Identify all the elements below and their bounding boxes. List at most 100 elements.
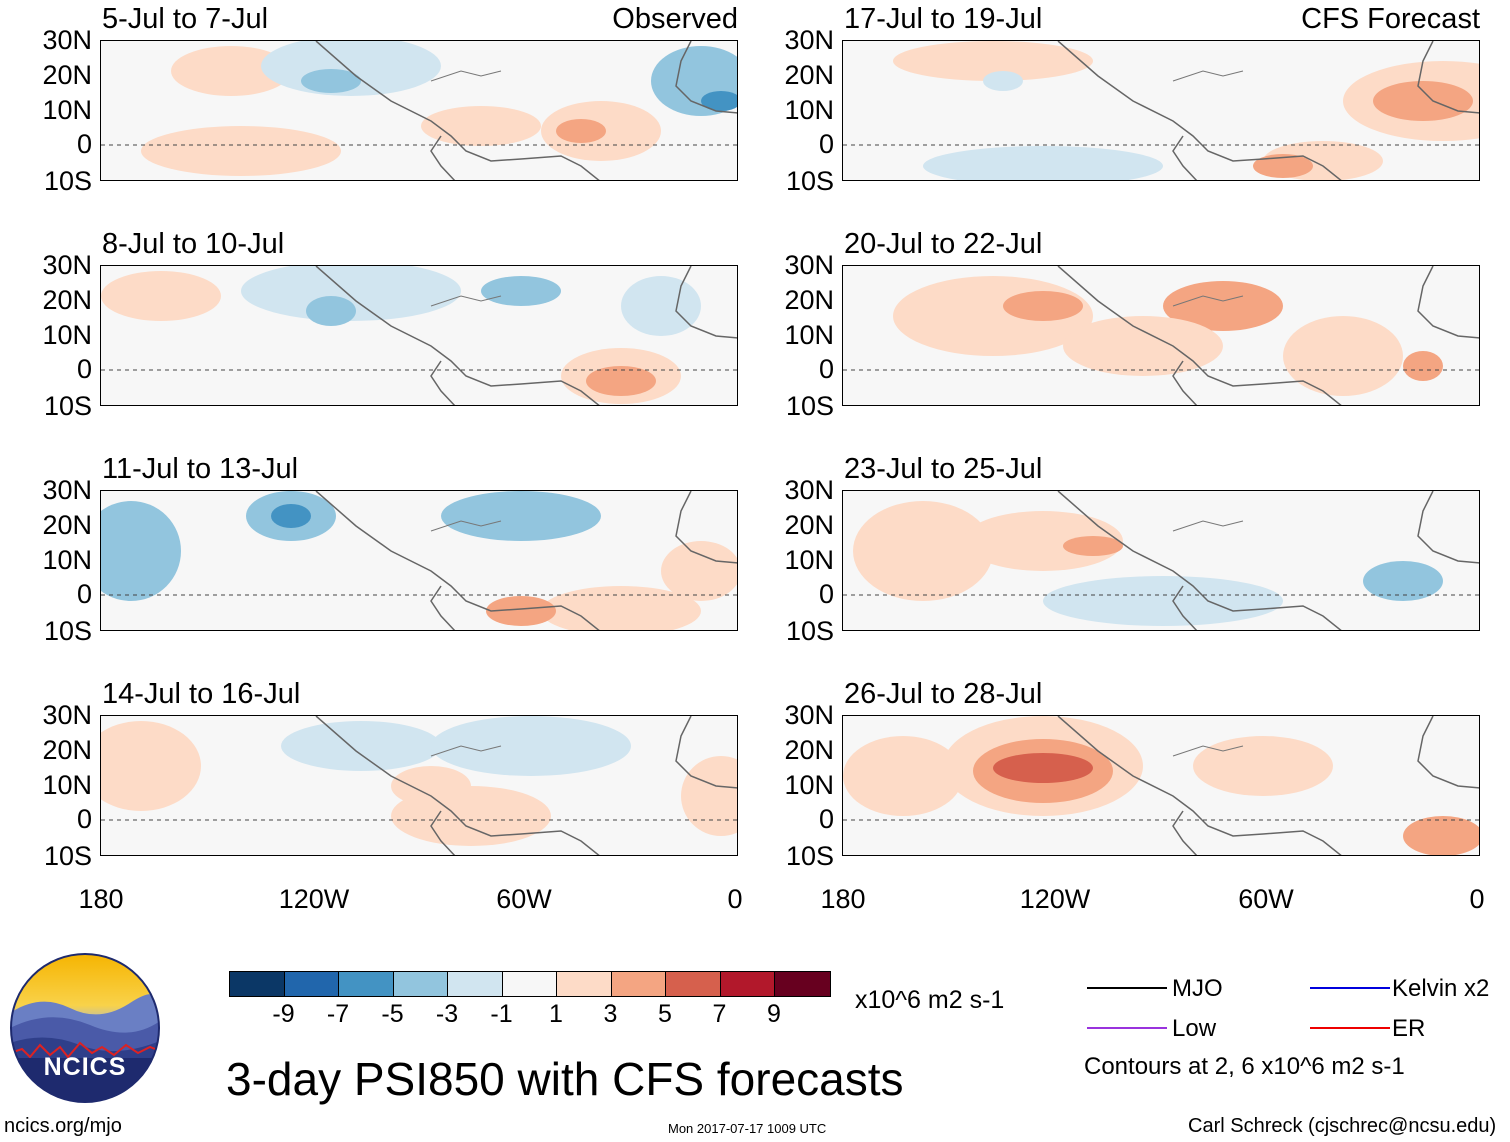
coastline: [1172, 810, 1198, 855]
map-field: [100, 490, 738, 631]
lat-label: 20N: [42, 735, 92, 765]
lat-label: 0: [818, 579, 834, 609]
anomaly-shade: [271, 504, 311, 528]
coastline: [1417, 716, 1479, 789]
coastline: [430, 810, 456, 855]
lat-label: 0: [818, 129, 834, 159]
coastline: [1172, 360, 1198, 405]
colorbar-tick-label: 3: [603, 1000, 618, 1028]
lat-label: 20N: [42, 60, 92, 90]
anomaly-shade: [171, 46, 291, 96]
anomaly-shade: [241, 266, 461, 321]
lat-label: 10N: [784, 545, 834, 575]
anomaly-shade: [993, 753, 1093, 783]
lat-label: 10S: [785, 616, 834, 646]
coastline: [1172, 585, 1198, 630]
coastline: [1057, 491, 1342, 630]
legend-line-mjo: [1087, 987, 1167, 989]
lat-label: 20N: [784, 60, 834, 90]
legend-label-mjo: MJO: [1172, 975, 1223, 1002]
lat-label: 10N: [784, 95, 834, 125]
lat-label: 10N: [42, 545, 92, 575]
colorbar: [229, 971, 831, 997]
ncics-logo: NCICS: [10, 953, 160, 1103]
lat-label: 20N: [784, 735, 834, 765]
lon-label-180: 180: [78, 884, 124, 914]
anomaly-shade: [1003, 291, 1083, 321]
colorbar-swatch: [393, 972, 448, 996]
coastline: [430, 70, 502, 82]
anomaly-shade: [1043, 576, 1283, 626]
anomaly-shade: [281, 721, 441, 771]
panel-title: 26-Jul to 28-Jul: [844, 678, 1043, 710]
map-field: [842, 40, 1480, 181]
map-field: [100, 40, 738, 181]
lat-label: 30N: [784, 250, 834, 280]
coastline: [430, 520, 502, 532]
anomaly-shade: [1283, 316, 1403, 396]
anomaly-shade: [586, 366, 656, 396]
coastline: [315, 491, 600, 630]
anomaly-shade: [486, 596, 556, 626]
colorbar-swatch: [666, 972, 721, 996]
colorbar-swatch: [557, 972, 612, 996]
coastline: [1417, 266, 1479, 339]
lat-label: 30N: [42, 700, 92, 730]
panel-title: 20-Jul to 22-Jul: [844, 228, 1043, 260]
lat-label: 10N: [784, 770, 834, 800]
footer-timestamp: Mon 2017-07-17 1009 UTC: [668, 1121, 827, 1136]
anomaly-shade: [391, 786, 551, 846]
lon-label-60w: 60W: [1238, 884, 1294, 914]
coastline: [315, 266, 600, 405]
coastline: [1172, 745, 1244, 757]
anomaly-shade: [843, 736, 963, 816]
anomaly-shade: [1253, 154, 1313, 178]
footer-url: ncics.org/mjo: [4, 1115, 122, 1137]
map-field: [100, 265, 738, 406]
anomaly-shade: [556, 119, 606, 143]
anomaly-shade: [1193, 736, 1333, 796]
lon-label-120w: 120W: [278, 884, 350, 914]
panel-title: 23-Jul to 25-Jul: [844, 453, 1043, 485]
coastline: [430, 745, 502, 757]
coastline: [1172, 295, 1244, 307]
coastline: [430, 360, 456, 405]
anomaly-shade: [1403, 351, 1443, 381]
anomaly-shade: [1363, 561, 1443, 601]
lat-label: 20N: [784, 285, 834, 315]
coastline: [1057, 266, 1342, 405]
footer-author: Carl Schreck (cjschrec@ncsu.edu): [1188, 1115, 1497, 1137]
coastline: [675, 266, 737, 339]
anomaly-shade: [923, 146, 1163, 180]
coastline: [675, 41, 737, 114]
map-field: [100, 715, 738, 856]
colorbar-swatch: [720, 972, 775, 996]
colorbar-tick-label: 5: [658, 1000, 672, 1028]
colorbar-tick-label: -5: [381, 1000, 404, 1028]
anomaly-shade: [306, 296, 356, 326]
lat-label: 0: [76, 129, 92, 159]
legend-label-kelvin: Kelvin x2: [1392, 975, 1490, 1002]
lat-label: 30N: [42, 475, 92, 505]
lat-label: 10S: [43, 616, 92, 646]
colorbar-swatch: [448, 972, 503, 996]
anomaly-shade: [441, 491, 601, 541]
lat-label: 10N: [42, 770, 92, 800]
lat-label: 10S: [43, 166, 92, 196]
legend-line-er: [1310, 1027, 1390, 1029]
legend-line-low: [1087, 1027, 1167, 1029]
anomaly-shade: [661, 541, 737, 601]
anomaly-shade: [701, 91, 737, 111]
coastline: [315, 716, 600, 855]
lat-label: 10S: [785, 391, 834, 421]
coastline: [430, 135, 456, 180]
lat-label: 0: [76, 579, 92, 609]
legend-label-low: Low: [1172, 1015, 1217, 1042]
coastline: [675, 716, 737, 789]
panel-title: 5-Jul to 7-Jul: [102, 3, 269, 35]
lat-label: 0: [818, 804, 834, 834]
lat-label: 0: [76, 804, 92, 834]
anomaly-shade: [963, 511, 1123, 571]
lat-label: 10N: [42, 320, 92, 350]
anomaly-shade: [101, 721, 201, 811]
